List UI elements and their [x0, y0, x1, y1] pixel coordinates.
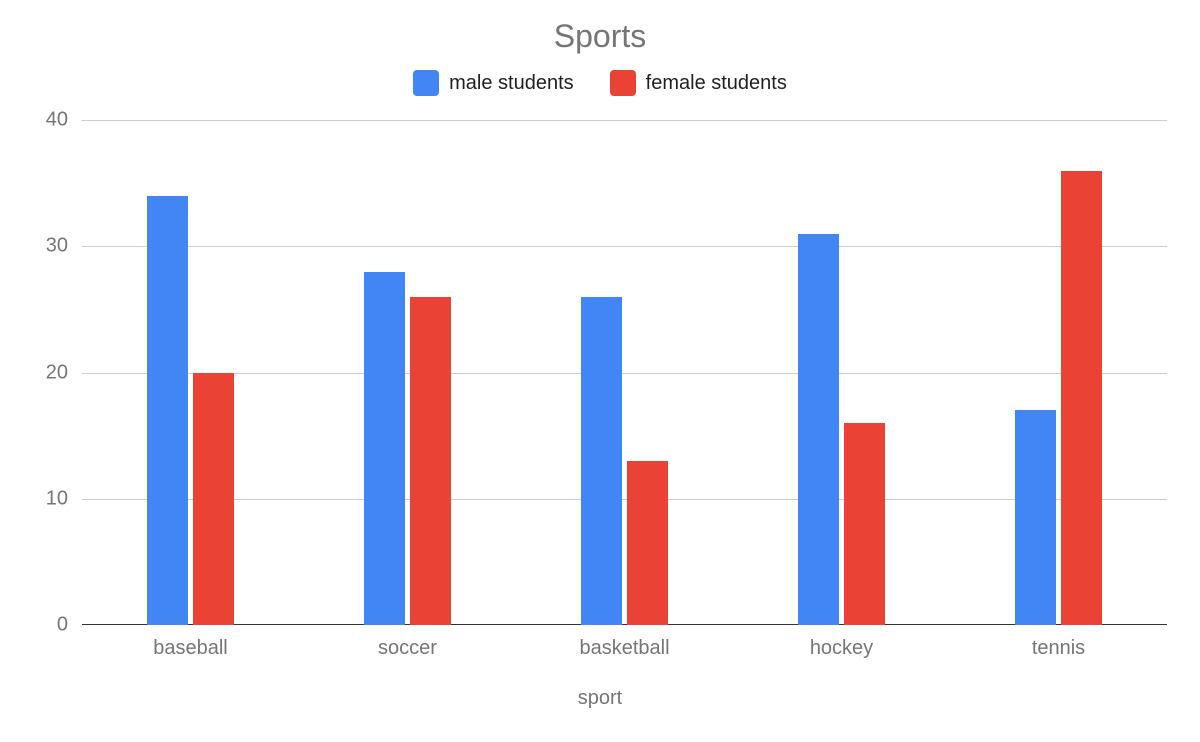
bar	[193, 373, 234, 626]
y-tick-label: 30	[46, 235, 82, 258]
legend-label-1: female students	[646, 72, 787, 95]
x-axis-label: sport	[0, 687, 1200, 710]
x-tick-label: tennis	[1032, 625, 1085, 660]
bar	[798, 234, 839, 625]
bar	[1015, 410, 1056, 625]
bar	[581, 297, 622, 625]
chart-title: Sports	[0, 18, 1200, 55]
bar	[147, 196, 188, 625]
legend-item-1: female students	[610, 70, 787, 96]
sports-bar-chart: Sports male studentsfemale students 0102…	[0, 0, 1200, 742]
y-tick-label: 20	[46, 361, 82, 384]
gridline	[82, 499, 1167, 500]
bar	[1061, 171, 1102, 626]
gridline	[82, 373, 1167, 374]
bar	[627, 461, 668, 625]
gridline	[82, 246, 1167, 247]
x-tick-label: baseball	[153, 625, 228, 660]
legend-swatch-1	[610, 70, 636, 96]
legend-item-0: male students	[413, 70, 574, 96]
y-tick-label: 0	[57, 614, 82, 637]
x-tick-label: basketball	[579, 625, 669, 660]
y-tick-label: 10	[46, 487, 82, 510]
bar	[364, 272, 405, 626]
gridline	[82, 120, 1167, 121]
chart-legend: male students female students	[0, 70, 1200, 101]
bar	[410, 297, 451, 625]
y-tick-label: 40	[46, 109, 82, 132]
legend-label-0: male students	[449, 72, 574, 95]
plot-area: 010203040baseballsoccerbasketballhockeyt…	[82, 120, 1167, 625]
legend-swatch-0	[413, 70, 439, 96]
x-tick-label: hockey	[810, 625, 873, 660]
bar	[844, 423, 885, 625]
x-tick-label: soccer	[378, 625, 437, 660]
